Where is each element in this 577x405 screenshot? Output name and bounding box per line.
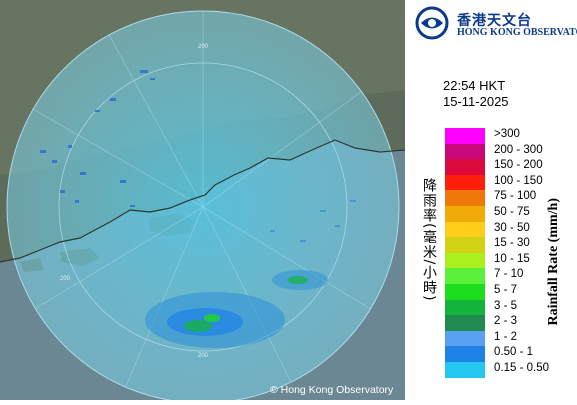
legend-label: 1 - 2 — [494, 330, 518, 343]
org-name-en: HONG KONG OBSERVATORY — [457, 27, 577, 38]
range-label-north: 200 — [198, 44, 209, 50]
coastline — [0, 139, 406, 263]
org-name-zh: 香港天文台 — [457, 13, 532, 29]
range-label-west: 200 — [60, 276, 71, 282]
legend-label: 200 - 300 — [494, 143, 543, 156]
legend-swatch — [445, 346, 485, 362]
legend-swatch — [445, 143, 485, 160]
legend-swatch — [445, 284, 485, 300]
range-label-south: 200 — [198, 353, 209, 359]
legend-title-en: Rainfall Rate (mm/h) — [546, 198, 561, 326]
legend-label: >300 — [494, 128, 520, 140]
legend-swatch — [445, 221, 485, 238]
legend-swatch — [445, 190, 485, 206]
observation-date: 15-11-2025 — [443, 94, 509, 109]
legend-label: 150 - 200 — [494, 159, 543, 172]
legend-swatch — [445, 330, 485, 347]
legend-label: 30 - 50 — [494, 221, 530, 234]
legend-label: 0.50 - 1 — [494, 346, 533, 359]
radar-map[interactable]: 200 200 200 © Hong Kong Observatory — [0, 0, 406, 404]
legend-label: 3 - 5 — [494, 299, 518, 312]
legend-panel: 香港天文台 HONG KONG OBSERVATORY 22:54 HKT 15… — [405, 0, 577, 400]
legend-swatch — [445, 268, 485, 284]
legend-swatch — [445, 252, 485, 269]
legend-swatch — [445, 174, 485, 191]
observation-time: 22:54 HKT — [443, 78, 506, 93]
legend-swatch — [445, 159, 485, 175]
rain-echoes-south — [145, 270, 328, 348]
hko-logo-icon — [415, 6, 449, 40]
legend-label: 10 - 15 — [494, 252, 530, 265]
legend-label: 15 - 30 — [494, 237, 530, 250]
legend-label: 100 - 150 — [494, 174, 543, 187]
legend-label: 2 - 3 — [494, 315, 518, 328]
legend-swatch — [445, 128, 485, 144]
legend-label: 0.15 - 0.50 — [494, 362, 549, 374]
legend-swatch — [445, 299, 485, 316]
copyright-text: © Hong Kong Observatory — [270, 384, 394, 396]
legend-label: 75 - 100 — [494, 190, 537, 203]
legend-title-zh: 降雨率(毫米/小時) — [421, 178, 437, 302]
legend-swatch — [445, 237, 485, 253]
legend-swatch — [445, 315, 485, 331]
rain-echoes-east — [270, 200, 356, 242]
rain-echoes-land — [40, 70, 155, 207]
hko-logo: 香港天文台 HONG KONG OBSERVATORY — [415, 6, 577, 40]
legend-swatch — [445, 206, 485, 222]
radar-map-svg: 200 200 200 — [0, 0, 406, 404]
legend-label: 7 - 10 — [494, 268, 524, 281]
legend-swatch — [445, 362, 485, 378]
legend-label: 5 - 7 — [494, 284, 518, 296]
legend-label: 50 - 75 — [494, 206, 530, 218]
